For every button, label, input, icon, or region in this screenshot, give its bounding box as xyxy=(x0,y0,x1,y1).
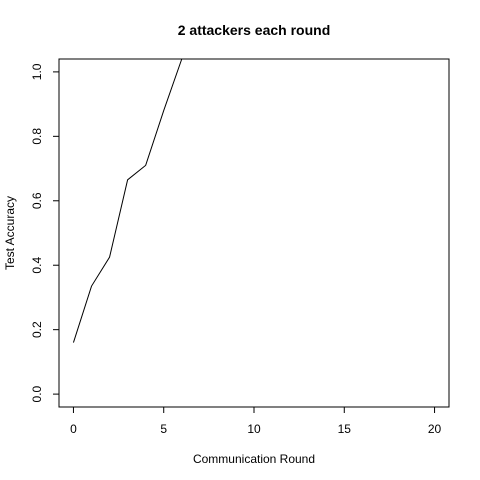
plot-frame xyxy=(58,58,450,408)
chart-title: 2 attackers each round xyxy=(178,22,331,38)
y-tick-label: 1.0 xyxy=(30,63,44,80)
x-tick-label: 20 xyxy=(428,422,442,436)
x-tick-label: 15 xyxy=(338,422,352,436)
y-axis: 0.0 0.2 0.4 0.6 0.8 1.0 xyxy=(30,63,59,402)
y-axis-label: Test Accuracy xyxy=(3,196,17,270)
x-axis: 0 5 10 15 20 xyxy=(70,407,442,436)
series-layer xyxy=(72,59,183,343)
x-tick-label: 5 xyxy=(160,422,167,436)
y-tick-label: 0.8 xyxy=(30,128,44,145)
x-tick-label: 0 xyxy=(70,422,77,436)
x-axis-label: Communication Round xyxy=(193,452,315,466)
y-tick-label: 0.2 xyxy=(30,321,44,338)
x-tick-label: 10 xyxy=(247,422,261,436)
y-tick-label: 0.6 xyxy=(30,192,44,209)
series-line xyxy=(72,59,183,343)
y-tick-label: 0.4 xyxy=(30,257,44,274)
y-tick-label: 0.0 xyxy=(30,385,44,402)
